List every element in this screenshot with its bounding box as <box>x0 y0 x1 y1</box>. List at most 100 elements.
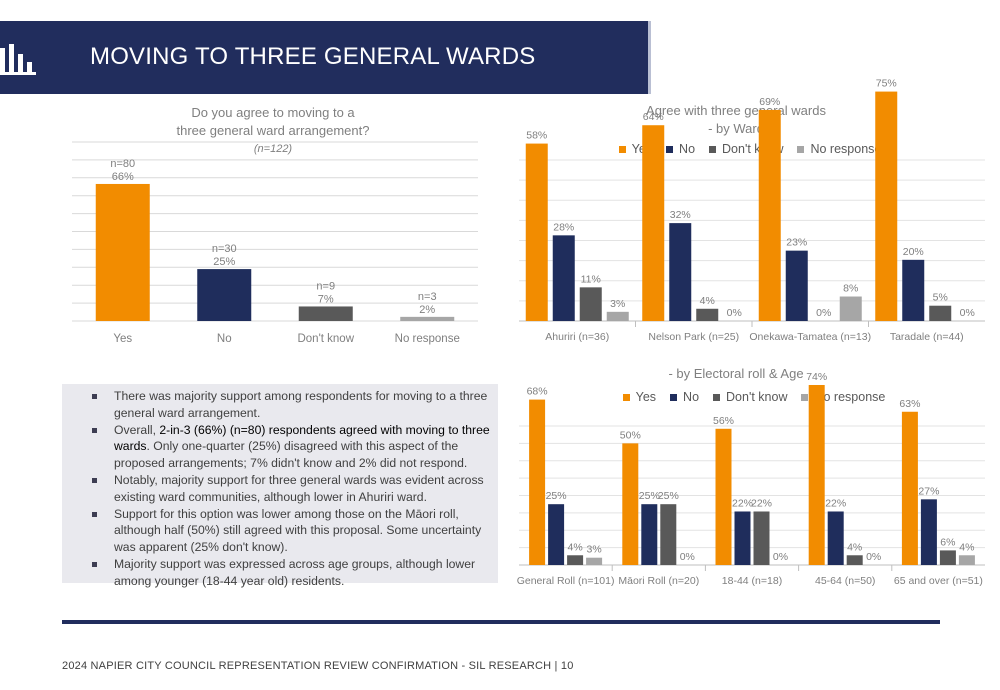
bar-65-and-over-n-51-yes <box>901 411 918 565</box>
value-label-45-64-n-50-yes: 74% <box>806 371 827 383</box>
value-label-don-t-know: 7% <box>318 293 334 305</box>
bar-ahuriri-n-36-don-t-know <box>579 287 602 321</box>
x-tick-no: No <box>217 333 232 345</box>
bar-18-44-n-18-don-t-know <box>753 511 770 565</box>
legend-swatch-no <box>670 393 678 401</box>
bar-no <box>197 269 252 321</box>
finding-2-rest: . Only one-quarter (25%) disagreed with … <box>114 439 468 471</box>
footer-rule <box>62 620 940 624</box>
value-label-ahuriri-n-36-no: 28% <box>553 221 574 233</box>
value-label-m-ori-roll-n-20-yes: 50% <box>620 429 641 441</box>
value-label-onekawa-tamatea-n-13-no: 23% <box>786 237 807 249</box>
overall-chart-title-line2: three general ward arrangement? <box>176 123 370 138</box>
x-tick-general-roll-n-101: General Roll (n=101) <box>517 575 615 587</box>
legend-item-no: No <box>666 142 695 156</box>
value-label-nelson-park-n-25-no-response: 0% <box>727 307 742 319</box>
bar-onekawa-tamatea-n-13-yes <box>758 109 781 321</box>
value-label-45-64-n-50-no: 22% <box>825 497 846 509</box>
bar-general-roll-n-101-yes <box>529 399 546 565</box>
bar-general-roll-n-101-no <box>548 504 565 565</box>
value-label-nelson-park-n-25-don-t-know: 4% <box>700 295 715 307</box>
value-label-m-ori-roll-n-20-no-response: 0% <box>680 551 695 563</box>
key-findings-list: There was majority support among respond… <box>62 384 498 590</box>
value-label-m-ori-roll-n-20-no: 25% <box>639 490 660 502</box>
value-label-taradale-n-44-yes: 75% <box>876 78 897 90</box>
value-label-general-roll-n-101-don-t-know: 4% <box>568 541 583 553</box>
value-label-onekawa-tamatea-n-13-no-response: 8% <box>843 283 858 295</box>
bar-nelson-park-n-25-don-t-know <box>696 308 719 321</box>
legend-swatch-dont-know <box>713 393 721 401</box>
bar-onekawa-tamatea-n-13-no <box>785 250 808 321</box>
x-tick-18-44-n-18: 18-44 (n=18) <box>722 575 782 587</box>
bar-no-response <box>400 316 455 321</box>
n-label-no-response: n=3 <box>418 291 437 303</box>
bar-onekawa-tamatea-n-13-no-response <box>839 296 862 321</box>
value-label-65-and-over-n-51-no-response: 4% <box>959 541 974 553</box>
finding-1: There was majority support among respond… <box>92 388 490 422</box>
roll-age-chart-title-line1: - by Electoral roll & Age <box>668 366 804 381</box>
n-label-yes: n=80 <box>110 158 135 170</box>
bar-yes <box>95 183 150 321</box>
bar-ahuriri-n-36-no-response <box>606 311 629 321</box>
bar-general-roll-n-101-no-response <box>586 557 603 565</box>
value-label-ahuriri-n-36-don-t-know: 11% <box>581 273 601 285</box>
value-label-yes: 66% <box>112 171 134 183</box>
legend-label-dont-know: Don't know <box>726 390 788 404</box>
bar-65-and-over-n-51-don-t-know <box>939 550 956 565</box>
legend-swatch-no <box>666 145 674 153</box>
roll-age-chart-legend: Yes No Don't know No response <box>604 390 904 404</box>
bar-18-44-n-18-yes <box>715 428 732 565</box>
bar-taradale-n-44-don-t-know <box>929 305 952 321</box>
value-label-taradale-n-44-no-response: 0% <box>960 307 975 319</box>
bar-m-ori-roll-n-20-yes <box>622 443 639 565</box>
key-findings-box: There was majority support among respond… <box>62 384 498 588</box>
legend-item-no-response: No response <box>801 390 885 404</box>
legend-label-no-response: No response <box>810 142 882 156</box>
bar-m-ori-roll-n-20-no <box>641 504 658 565</box>
value-label-nelson-park-n-25-yes: 64% <box>643 111 664 123</box>
finding-3: Notably, majority support for three gene… <box>92 472 490 506</box>
legend-swatch-yes <box>618 145 626 153</box>
bar-nelson-park-n-25-yes <box>642 125 665 321</box>
roll-age-chart-plot: 68%25%4% 3%General Roll (n=101)50%25%25%0… <box>517 371 985 587</box>
x-tick-onekawa-tamatea-n-13: Onekawa-Tamatea (n=13) <box>749 331 871 343</box>
bar-65-and-over-n-51-no-response <box>958 555 975 565</box>
value-label-45-64-n-50-no-response: 0% <box>866 551 881 563</box>
legend-swatch-no-response <box>797 145 805 153</box>
value-label-65-and-over-n-51-don-t-know: 6% <box>940 536 955 548</box>
value-label-18-44-n-18-no-response: 0% <box>773 551 788 563</box>
bar-nelson-park-n-25-no <box>669 223 692 321</box>
legend-swatch-dont-know <box>709 145 717 153</box>
value-label-general-roll-n-101-yes: 68% <box>527 386 548 398</box>
ward-chart-title-line2: - by Ward <box>708 121 764 136</box>
value-label-ahuriri-n-36-yes: 58% <box>526 130 547 142</box>
finding-2-highlight: 2-in-3 (66%) (n=80) respondents agreed w… <box>114 422 490 454</box>
legend-label-no: No <box>679 142 696 156</box>
legend-label-yes: Yes <box>635 390 657 404</box>
finding-5: Majority support was expressed across ag… <box>92 556 490 590</box>
bar-45-64-n-50-don-t-know <box>846 555 863 565</box>
x-tick-don-t-know: Don't know <box>297 333 354 345</box>
bar-45-64-n-50-yes <box>808 384 825 565</box>
x-tick-taradale-n-44: Taradale (n=44) <box>890 331 964 343</box>
bar-45-64-n-50-no <box>827 511 844 565</box>
legend-item-no: No <box>670 390 699 404</box>
roll-age-chart-title: - by Electoral roll & Age <box>616 365 856 383</box>
bar-taradale-n-44-yes <box>875 91 898 321</box>
value-label-no: 25% <box>213 256 235 268</box>
overall-chart-title-line1: Do you agree to moving to a <box>191 105 355 120</box>
legend-item-dont-know: Don't know <box>713 390 787 404</box>
finding-2-lead: Overall, <box>114 422 160 437</box>
roll-age-chart: - by Electoral roll & Age Yes No Don't k… <box>517 365 985 587</box>
value-label-onekawa-tamatea-n-13-don-t-know: 0% <box>816 307 831 319</box>
value-label-taradale-n-44-no: 20% <box>903 246 924 258</box>
value-label-nelson-park-n-25-no: 32% <box>670 209 691 221</box>
value-label-general-roll-n-101-no-response: 3% <box>587 544 602 556</box>
x-tick-nelson-park-n-25: Nelson Park (n=25) <box>648 331 739 343</box>
bar-chart-icon <box>0 44 36 75</box>
value-label-18-44-n-18-no: 22% <box>732 497 753 509</box>
x-tick-45-64-n-50: 45-64 (n=50) <box>815 575 875 587</box>
bar-general-roll-n-101-don-t-know <box>567 555 584 565</box>
x-tick-65-and-over-n-51: 65 and over (n=51) <box>894 575 983 587</box>
